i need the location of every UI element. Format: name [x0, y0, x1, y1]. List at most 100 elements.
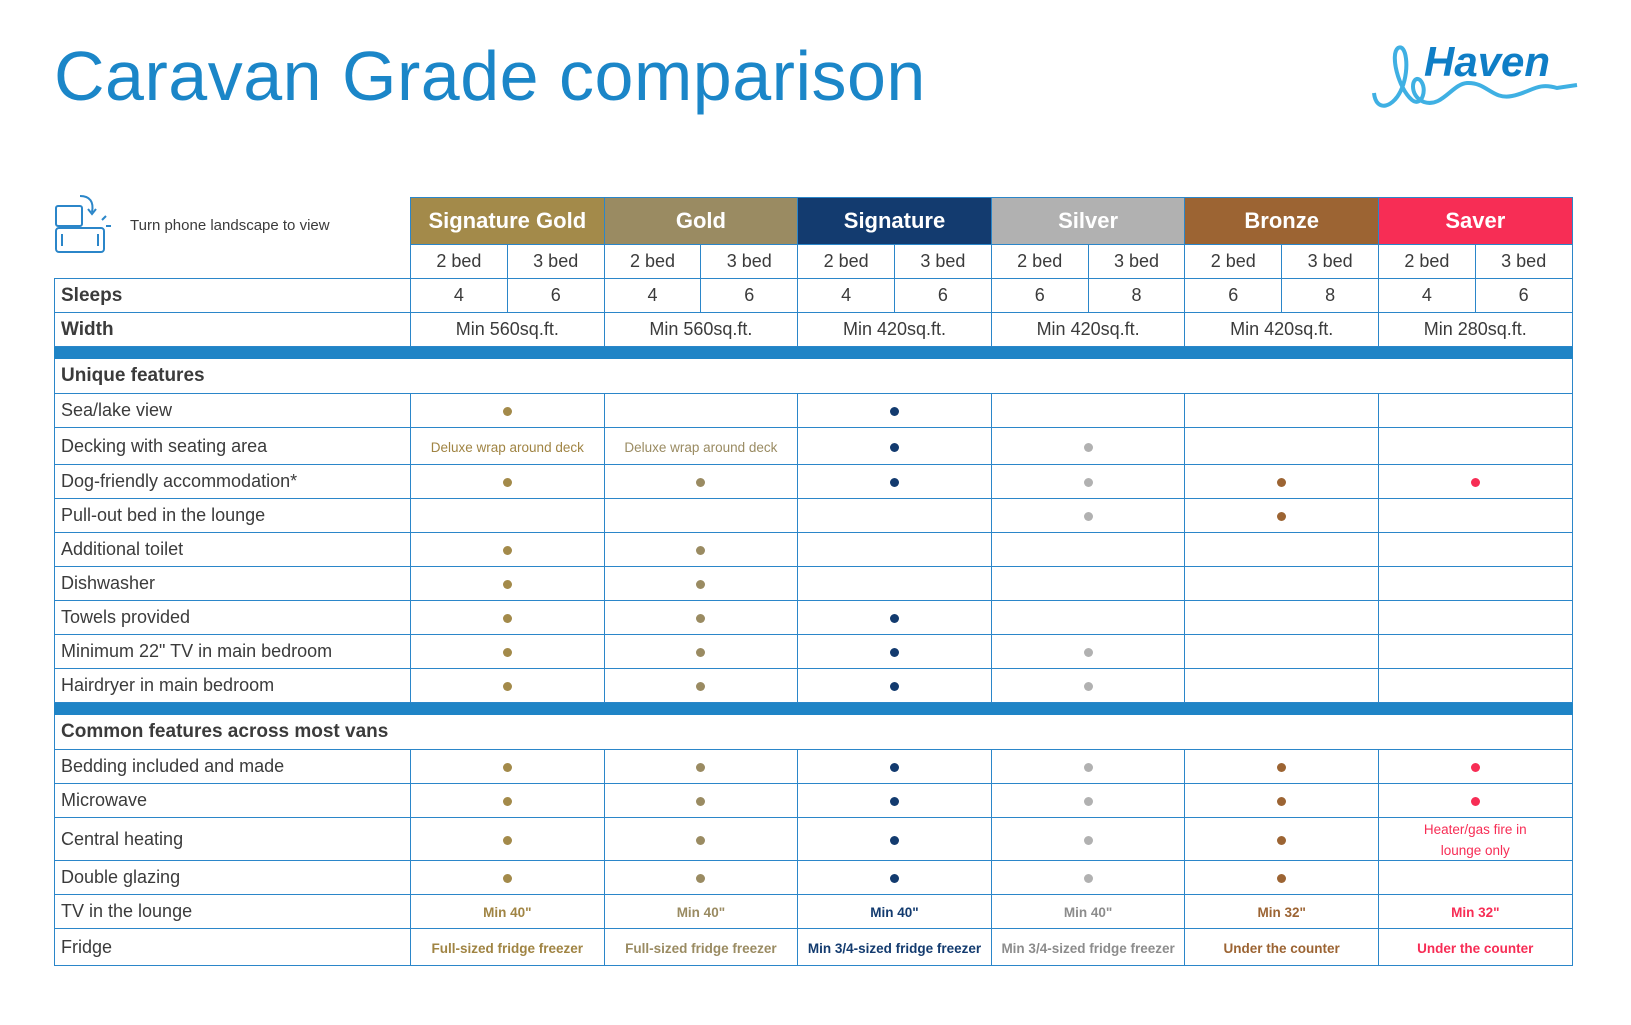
included-dot-icon — [1277, 478, 1287, 487]
feature-cell: Min 40" — [797, 894, 992, 929]
sleeps-value: 8 — [1281, 278, 1379, 313]
feature-cell — [1184, 498, 1379, 533]
feature-cell — [797, 817, 992, 861]
feature-cell — [410, 783, 605, 818]
grade-header-row: Signature Gold Gold Signature Silver Bronze S… — [55, 197, 1573, 245]
divider-bar — [54, 346, 1573, 359]
included-dot-icon — [1277, 797, 1287, 806]
feature-cell — [1184, 600, 1379, 635]
feature-cell — [410, 634, 605, 669]
included-dot-icon — [1470, 797, 1480, 806]
feature-cell: Min 32" — [1377, 894, 1573, 929]
width-value: Min 560sq.ft. — [603, 312, 799, 347]
included-dot-icon — [696, 763, 706, 772]
feature-label: Towels provided — [54, 600, 411, 635]
sleeps-value: 6 — [506, 278, 605, 313]
section-title: Common features across most vans — [54, 714, 1573, 750]
sleeps-value: 6 — [1184, 278, 1283, 313]
feature-cell — [990, 427, 1186, 465]
feature-label: Microwave — [54, 783, 411, 818]
included-dot-icon — [502, 797, 512, 806]
bed-label: 3 bed — [700, 244, 799, 279]
feature-cell: Deluxe wrap around deck — [410, 427, 605, 465]
feature-cell — [1184, 393, 1379, 428]
included-dot-icon — [502, 580, 512, 589]
feature-row: Dog-friendly accommodation* — [54, 464, 1573, 499]
feature-cell — [1184, 532, 1379, 567]
feature-cell — [797, 860, 992, 895]
feature-note: Min 3/4-sized fridge freezer — [1001, 940, 1175, 956]
included-dot-icon — [502, 648, 512, 657]
feature-note: Heater/gas fire in lounge only — [1423, 822, 1527, 858]
feature-cell: Heater/gas fire in lounge only — [1377, 817, 1573, 861]
feature-cell — [1184, 566, 1379, 601]
feature-cell: Full-sized fridge freezer — [603, 928, 799, 966]
feature-note: Full-sized fridge freezer — [431, 940, 584, 956]
width-row: Width Min 560sq.ft. Min 560sq.ft. Min 420sq… — [54, 312, 1573, 347]
feature-cell — [990, 566, 1186, 601]
grade-header-saver: Saver — [1377, 197, 1573, 245]
feature-cell — [603, 532, 799, 567]
feature-note: Deluxe wrap around deck — [624, 439, 778, 455]
feature-cell — [797, 566, 992, 601]
feature-note: Under the counter — [1223, 940, 1340, 956]
included-dot-icon — [502, 478, 512, 487]
feature-cell — [797, 393, 992, 428]
feature-cell: Under the counter — [1184, 928, 1379, 966]
feature-note: Full-sized fridge freezer — [625, 940, 777, 956]
included-dot-icon — [696, 478, 706, 487]
feature-note: Min 40" — [870, 905, 919, 920]
feature-cell — [410, 393, 605, 428]
included-dot-icon — [1277, 512, 1287, 521]
feature-note: Min 40" — [676, 905, 726, 920]
rotate-hint: Turn phone landscape to view — [54, 194, 330, 256]
feature-cell — [603, 566, 799, 601]
feature-cell — [1377, 860, 1573, 895]
bed-label: 3 bed — [506, 244, 605, 279]
feature-cell: Min 3/4-sized fridge freezer — [797, 928, 992, 966]
included-dot-icon — [1470, 478, 1480, 487]
phone-rotate-icon — [55, 195, 111, 253]
feature-cell — [990, 783, 1186, 818]
feature-cell — [990, 749, 1186, 784]
feature-cell — [603, 498, 799, 533]
section-divider — [54, 346, 1573, 359]
sleeps-value: 4 — [1377, 278, 1476, 313]
feature-cell — [1377, 393, 1573, 428]
divider-bar — [54, 702, 1573, 715]
included-dot-icon — [502, 874, 512, 883]
sleeps-value: 4 — [410, 278, 508, 313]
included-dot-icon — [1083, 512, 1093, 521]
empty-corner — [55, 245, 411, 279]
bed-label: 2 bed — [410, 244, 508, 279]
feature-label: TV in the lounge — [54, 894, 411, 929]
feature-cell — [603, 393, 799, 428]
haven-logo: Haven — [1372, 38, 1582, 118]
feature-cell — [410, 532, 605, 567]
feature-row: Hairdryer in main bedroom — [54, 668, 1573, 703]
feature-cell — [1184, 783, 1379, 818]
page-title: Caravan Grade comparison — [54, 37, 926, 115]
feature-cell — [1377, 566, 1573, 601]
sleeps-row: Sleeps 4 6 4 6 4 6 6 8 6 8 4 6 — [54, 278, 1573, 313]
bed-label: 3 bed — [1474, 244, 1573, 279]
feature-cell — [410, 566, 605, 601]
bed-label: 2 bed — [797, 244, 895, 279]
feature-row: Towels provided — [54, 600, 1573, 635]
included-dot-icon — [696, 648, 706, 657]
feature-cell: Min 3/4-sized fridge freezer — [990, 928, 1186, 966]
included-dot-icon — [1083, 874, 1093, 883]
feature-note: Under the counter — [1417, 940, 1534, 956]
included-dot-icon — [1083, 442, 1093, 452]
feature-cell — [1377, 600, 1573, 635]
feature-cell — [797, 427, 992, 465]
feature-label: Dishwasher — [54, 566, 411, 601]
feature-cell — [1184, 749, 1379, 784]
included-dot-icon — [502, 407, 512, 416]
feature-note: Min 32" — [1451, 905, 1500, 920]
included-dot-icon — [1277, 763, 1287, 772]
feature-cell — [410, 668, 605, 703]
grade-header-bronze: Bronze — [1184, 197, 1379, 245]
included-dot-icon — [502, 546, 512, 555]
sleeps-value: 6 — [894, 278, 992, 313]
